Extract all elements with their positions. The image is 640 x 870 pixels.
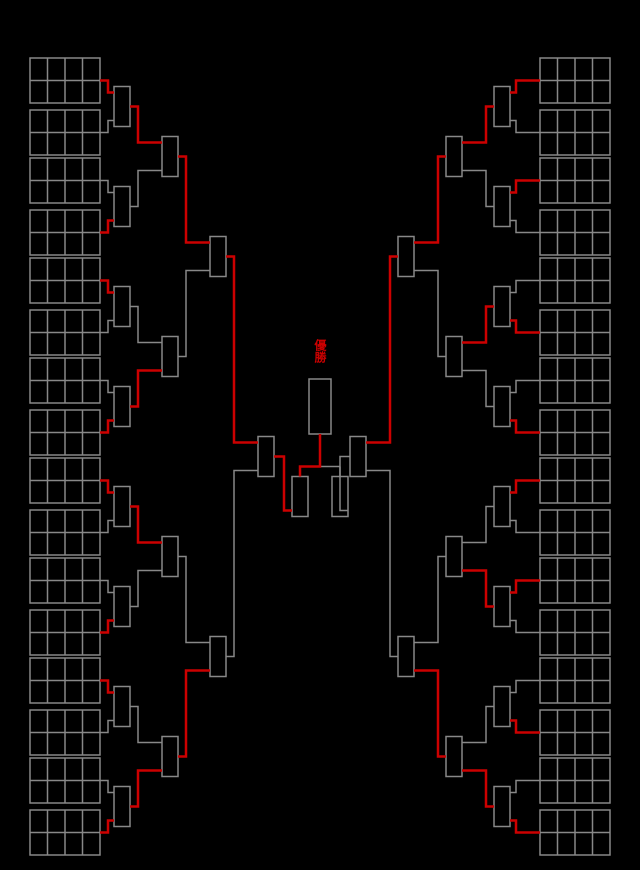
match-box (494, 87, 510, 127)
team-box (540, 110, 610, 155)
team-box (540, 558, 610, 603)
team-box (540, 310, 610, 355)
match-box (162, 737, 178, 777)
match-box (494, 787, 510, 827)
team-box (540, 210, 610, 255)
match-box (446, 737, 462, 777)
match-box (114, 87, 130, 127)
match-box (292, 477, 308, 517)
match-box (114, 787, 130, 827)
match-box (162, 337, 178, 377)
team-box (540, 510, 610, 555)
match-box (494, 187, 510, 227)
team-box (540, 358, 610, 403)
team-box (30, 658, 100, 703)
team-box (30, 558, 100, 603)
champion-box (309, 379, 331, 434)
match-box (446, 537, 462, 577)
tournament-bracket: 優勝 (0, 0, 640, 870)
team-box (540, 58, 610, 103)
team-box (540, 810, 610, 855)
match-box (114, 687, 130, 727)
match-box (398, 637, 414, 677)
match-box (446, 137, 462, 177)
team-box (30, 510, 100, 555)
team-box (30, 758, 100, 803)
team-box (30, 258, 100, 303)
team-box (30, 110, 100, 155)
team-box (30, 610, 100, 655)
match-box (494, 287, 510, 327)
match-box (494, 587, 510, 627)
team-box (30, 810, 100, 855)
match-box (494, 387, 510, 427)
team-box (540, 458, 610, 503)
team-box (30, 710, 100, 755)
team-box (540, 710, 610, 755)
match-box (210, 237, 226, 277)
team-box (30, 158, 100, 203)
team-box (30, 358, 100, 403)
team-box (540, 610, 610, 655)
match-box (494, 487, 510, 527)
team-box (30, 458, 100, 503)
match-box (398, 237, 414, 277)
team-box (30, 310, 100, 355)
match-box (350, 437, 366, 477)
match-box (114, 487, 130, 527)
match-box (114, 187, 130, 227)
match-box (114, 387, 130, 427)
team-box (540, 158, 610, 203)
match-box (162, 137, 178, 177)
team-box (30, 410, 100, 455)
match-box (210, 637, 226, 677)
match-box (446, 337, 462, 377)
champion-label: 優勝 (313, 338, 327, 364)
match-box (114, 587, 130, 627)
match-box (258, 437, 274, 477)
team-box (540, 658, 610, 703)
team-box (540, 410, 610, 455)
match-box (114, 287, 130, 327)
team-box (540, 258, 610, 303)
match-box (494, 687, 510, 727)
team-box (30, 58, 100, 103)
match-box (162, 537, 178, 577)
team-box (540, 758, 610, 803)
team-box (30, 210, 100, 255)
